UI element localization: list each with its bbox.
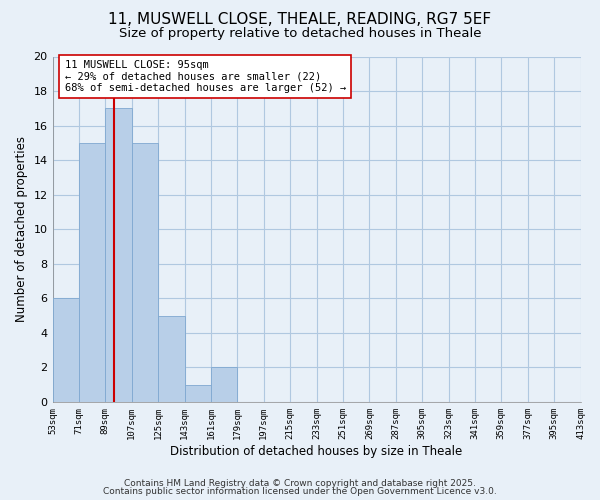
Bar	[211, 368, 238, 402]
Text: Size of property relative to detached houses in Theale: Size of property relative to detached ho…	[119, 28, 481, 40]
Bar	[158, 316, 185, 402]
Text: Contains public sector information licensed under the Open Government Licence v3: Contains public sector information licen…	[103, 487, 497, 496]
Text: 11, MUSWELL CLOSE, THEALE, READING, RG7 5EF: 11, MUSWELL CLOSE, THEALE, READING, RG7 …	[109, 12, 491, 28]
Bar	[53, 298, 79, 402]
Y-axis label: Number of detached properties: Number of detached properties	[15, 136, 28, 322]
Bar	[132, 143, 158, 402]
Text: Contains HM Land Registry data © Crown copyright and database right 2025.: Contains HM Land Registry data © Crown c…	[124, 478, 476, 488]
Bar	[79, 143, 106, 402]
Bar	[106, 108, 132, 402]
Bar	[185, 384, 211, 402]
X-axis label: Distribution of detached houses by size in Theale: Distribution of detached houses by size …	[170, 444, 463, 458]
Text: 11 MUSWELL CLOSE: 95sqm
← 29% of detached houses are smaller (22)
68% of semi-de: 11 MUSWELL CLOSE: 95sqm ← 29% of detache…	[65, 60, 346, 93]
